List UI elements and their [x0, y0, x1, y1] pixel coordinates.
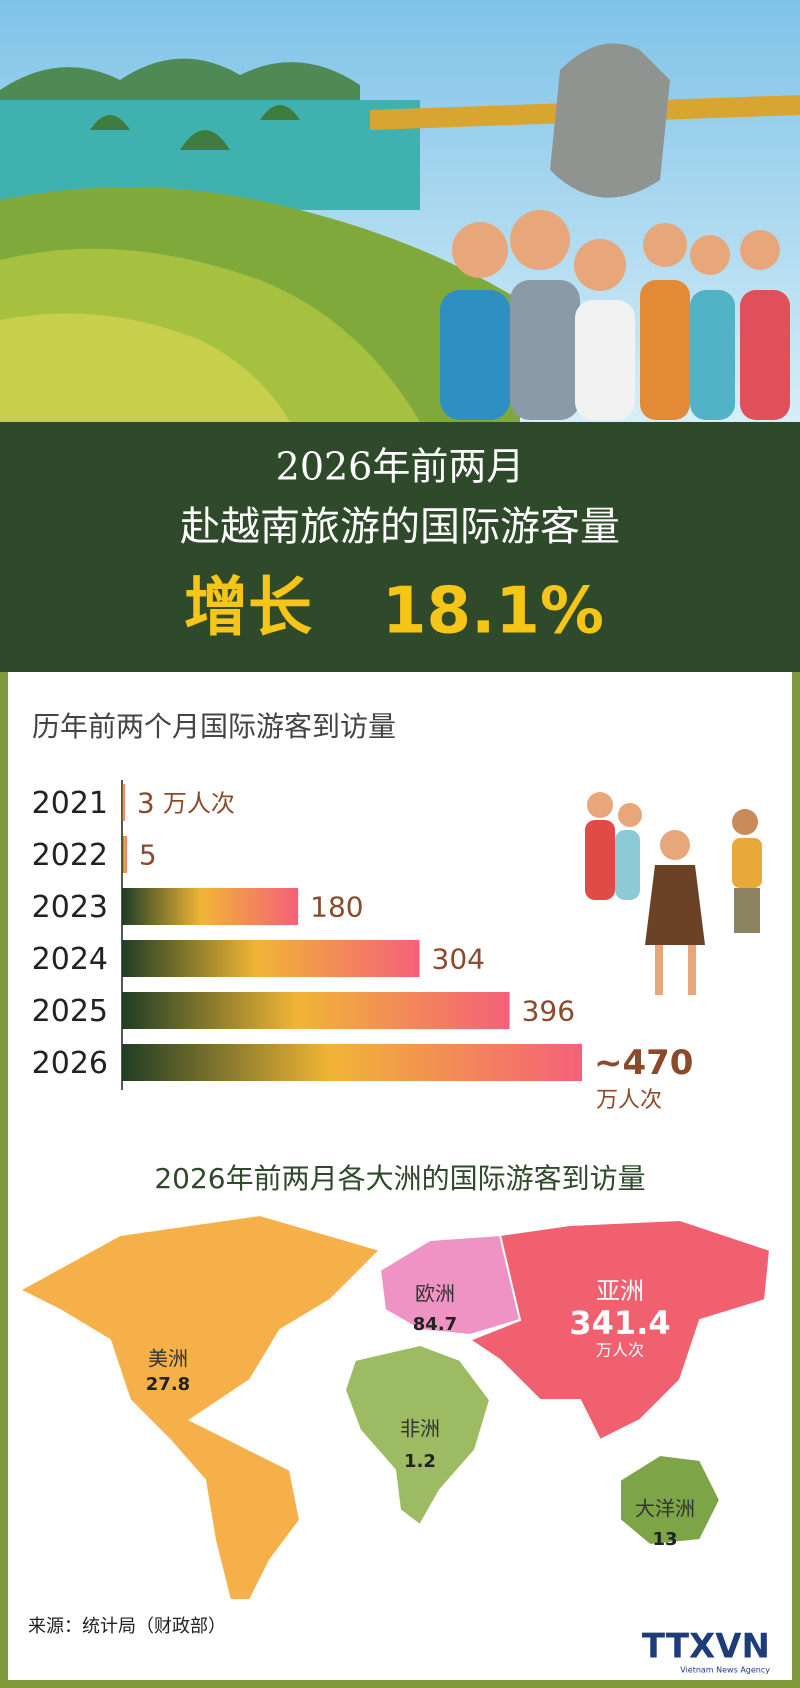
value-label: 180 [310, 891, 363, 924]
header-illustration [0, 0, 800, 422]
region-unit: 万人次 [596, 1341, 644, 1360]
category-label: 2021 [32, 786, 108, 821]
category-label: 2023 [32, 890, 108, 925]
value-label: 304 [432, 943, 485, 976]
region-value: 13 [652, 1529, 677, 1550]
source: 来源：统计局（财政部） [28, 1616, 226, 1637]
category-label: 2025 [32, 994, 108, 1029]
region-shape [17, 1213, 382, 1601]
world-map [17, 1213, 772, 1601]
bar [122, 836, 127, 873]
map-title: 2026年前两月各大洲的国际游客到访量 [154, 1162, 645, 1195]
value-label: 5 [139, 839, 157, 872]
chart-title: 历年前两个月国际游客到访量 [32, 710, 396, 743]
region-value: 27.8 [146, 1374, 190, 1395]
highlight-label: 增长 [184, 572, 312, 646]
highlight-value: 18.1% [382, 575, 604, 649]
site: infographics.vn [24, 1662, 147, 1681]
region-value: 1.2 [404, 1451, 436, 1472]
bar [122, 1044, 582, 1081]
region-name: 美洲 [148, 1347, 188, 1371]
unit-label: 万人次 [163, 790, 235, 818]
region-name: 大洋洲 [635, 1497, 695, 1521]
value-label: 3 [137, 787, 155, 820]
region-value: 341.4 [569, 1304, 670, 1342]
headline: 2026年前两月 [276, 445, 525, 489]
headline: 赴越南旅游的国际游客量 [180, 504, 620, 550]
bar [122, 992, 510, 1029]
category-label: 2022 [32, 838, 108, 873]
category-label: 2024 [32, 942, 108, 977]
region-value: 84.7 [413, 1314, 457, 1335]
logo: TTXVN [642, 1627, 770, 1667]
region-shape [619, 1453, 722, 1547]
region-shape [343, 1343, 492, 1527]
value-label: ~470 [594, 1043, 693, 1083]
bar [122, 888, 299, 925]
title-band [0, 422, 800, 672]
bar [122, 940, 420, 977]
unit-label: 万人次 [596, 1088, 662, 1113]
region-name: 欧洲 [415, 1282, 455, 1306]
category-label: 2026 [32, 1046, 108, 1081]
region-name: 非洲 [400, 1417, 440, 1441]
tourists-illustration [585, 792, 762, 995]
bar [122, 784, 125, 821]
region-name: 亚洲 [596, 1277, 644, 1305]
logo-sub: Vietnam News Agency [680, 1666, 770, 1675]
value-label: 396 [522, 995, 575, 1028]
region-shape [467, 1218, 772, 1442]
